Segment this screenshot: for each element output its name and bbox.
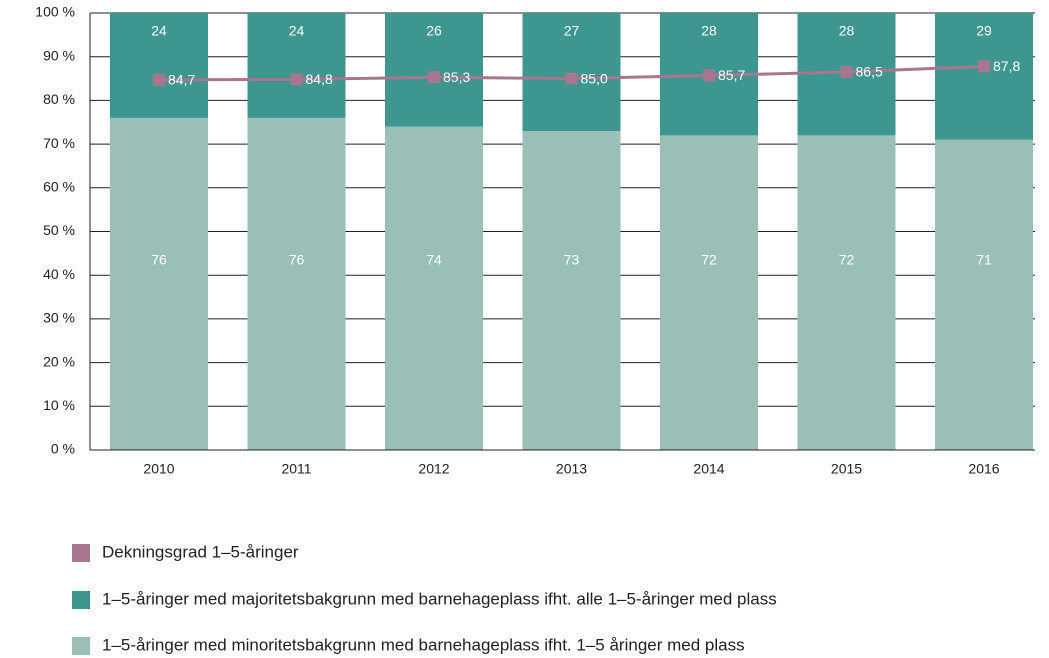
x-tick-label: 2010 (143, 461, 174, 477)
line-label: 84,7 (168, 72, 195, 88)
bar-segment (935, 13, 1033, 140)
line-label: 87,8 (993, 58, 1020, 74)
y-tick-label: 40 % (43, 266, 75, 282)
bar-segment (522, 130, 621, 451)
x-tick-label: 2013 (556, 461, 587, 477)
bar-label: 29 (976, 23, 992, 39)
y-tick-label: 100 % (35, 4, 75, 20)
x-tick-label: 2011 (281, 461, 311, 477)
line-label: 85,0 (581, 70, 608, 86)
line-marker (703, 69, 715, 82)
bar-label: 73 (564, 252, 580, 268)
y-tick-label: 80 % (43, 91, 75, 107)
bar-segment (935, 139, 1033, 451)
y-tick-label: 20 % (43, 353, 75, 369)
y-tick-label: 70 % (43, 135, 75, 151)
legend-label: 1–5-åringer med minoritetsbakgrunn med b… (102, 635, 745, 654)
y-tick-label: 30 % (43, 310, 75, 326)
line-marker (840, 65, 853, 78)
y-tick-label: 90 % (43, 47, 75, 63)
bar-segment (385, 13, 483, 127)
bar-segment (247, 117, 346, 450)
x-tick-label: 2012 (418, 461, 449, 477)
y-tick-label: 0 % (51, 441, 75, 457)
legend-label: Dekningsgrad 1–5-åringer (102, 542, 299, 561)
bar-label: 28 (839, 23, 855, 39)
line-marker (153, 73, 165, 86)
bar-label: 72 (701, 252, 717, 268)
x-tick-label: 2016 (968, 461, 999, 477)
line-label: 85,7 (718, 67, 745, 83)
bar-label: 71 (976, 252, 992, 268)
x-tick-label: 2015 (831, 461, 862, 477)
bar-segment (247, 13, 346, 118)
line-marker (428, 71, 440, 84)
bar-segment (522, 13, 621, 131)
bar-segment (385, 126, 483, 451)
bar-segment (660, 135, 758, 451)
line-label: 84,8 (306, 71, 333, 87)
line-marker (978, 60, 990, 73)
bar-label: 76 (151, 252, 167, 268)
bar-segment (110, 13, 208, 118)
legend-swatch (72, 637, 90, 655)
bar-label: 27 (564, 23, 580, 39)
bar-label: 76 (289, 252, 305, 268)
line-marker (290, 73, 303, 86)
bar-label: 74 (426, 252, 442, 268)
bar-label: 24 (151, 23, 167, 39)
y-tick-label: 50 % (43, 222, 75, 238)
bar-segment (797, 135, 896, 451)
legend-swatch (72, 591, 90, 609)
x-tick-label: 2014 (693, 461, 724, 477)
bar-label: 26 (426, 23, 442, 39)
bar-segment (110, 117, 208, 450)
line-label: 85,3 (443, 69, 470, 85)
y-tick-label: 10 % (43, 397, 75, 413)
bar-label: 24 (289, 23, 305, 39)
line-label: 86,5 (856, 64, 883, 80)
legend-label: 1–5-åringer med majoritetsbakgrunn med b… (102, 589, 777, 608)
bar-label: 72 (839, 252, 855, 268)
line-marker (565, 72, 578, 85)
legend-swatch (72, 544, 90, 562)
y-tick-label: 60 % (43, 179, 75, 195)
bar-label: 28 (701, 23, 717, 39)
